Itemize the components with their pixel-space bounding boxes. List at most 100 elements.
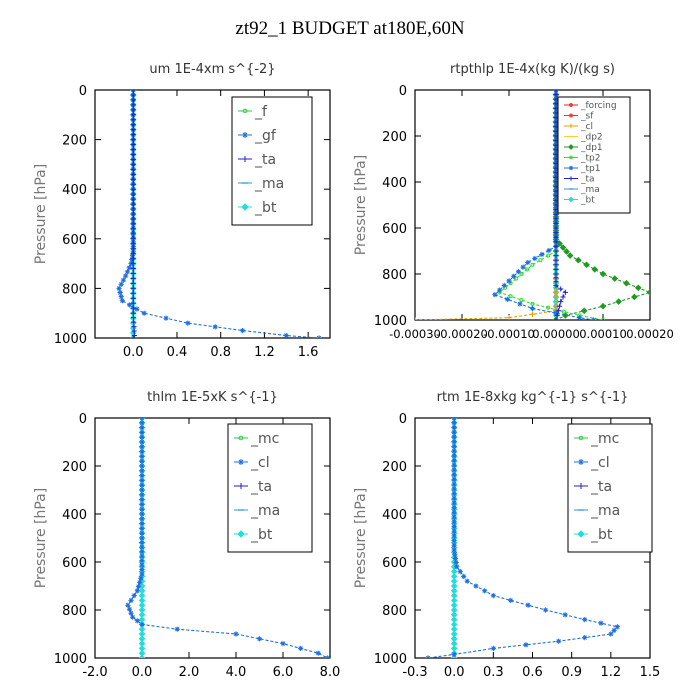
data-point-ta: [130, 310, 136, 316]
y-tick-label: 0: [399, 412, 407, 427]
legend-marker-tp2: [569, 155, 573, 160]
data-point-tp1: [497, 287, 503, 293]
series-layer: [125, 418, 330, 658]
data-point-ta: [130, 102, 136, 108]
data-point-ta: [130, 171, 136, 177]
data-point-ta: [130, 137, 136, 143]
x-tick-label: -0.3: [402, 665, 427, 680]
legend-label-dp2: _dp2: [580, 133, 603, 143]
data-point-cl: [139, 530, 145, 536]
data-point-cl: [451, 471, 457, 478]
data-point-ta: [130, 256, 136, 262]
data-point-dp1: [591, 266, 599, 273]
data-point-cl: [256, 636, 263, 642]
chart-title: rtm 1E-8xkg kg^{-1} s^{-1}: [437, 390, 629, 405]
data-point-cl: [139, 458, 145, 464]
data-point-cl: [325, 655, 330, 658]
data-point-ta: [130, 206, 136, 212]
data-point-tp1: [515, 269, 521, 275]
y-tick-label: 400: [62, 183, 87, 198]
data-point-ta: [130, 295, 136, 301]
x-tick-label: 6.0: [273, 665, 294, 680]
data-point-gf: [120, 277, 127, 283]
y-tick-label: 1000: [374, 652, 407, 667]
data-point-dp1: [611, 275, 619, 282]
plot-frame: [94, 89, 331, 339]
legend-label-ma: _ma: [590, 503, 620, 519]
data-point-ta: [130, 97, 136, 103]
data-point-cl: [452, 551, 458, 557]
data-point-ta: [553, 216, 559, 222]
data-point-gf: [118, 294, 124, 300]
legend-label-ta: _ta: [254, 152, 276, 168]
data-point-cl: [451, 519, 457, 525]
data-point-gf: [123, 273, 129, 279]
data-point-cl: [139, 434, 145, 440]
data-point-ta: [130, 231, 136, 237]
data-point-cl: [553, 294, 559, 300]
legend-marker-bt: [568, 196, 574, 203]
data-point-cl: [451, 533, 457, 539]
data-point-cl: [139, 468, 145, 474]
data-point-ta: [130, 201, 136, 207]
data-point-ta: [130, 132, 136, 138]
data-point-gf: [127, 302, 133, 308]
data-point-cl: [131, 593, 137, 599]
y-tick-label: 1000: [54, 652, 87, 667]
data-point-dp1: [559, 244, 567, 251]
data-point-cl: [425, 655, 431, 658]
data-point-dp1: [599, 270, 607, 278]
data-point-cl: [529, 311, 536, 317]
legend-label-dp1: _dp1: [580, 143, 603, 153]
data-point-ta: [130, 265, 136, 272]
y-tick-label: 800: [382, 604, 407, 619]
data-point-cl: [139, 418, 145, 421]
data-point-ta: [130, 216, 136, 222]
data-point-ta: [130, 335, 136, 338]
data-point-ta: [130, 191, 136, 197]
legend-marker-ta: [568, 176, 574, 181]
data-point-tp1: [511, 273, 517, 279]
data-point-cl: [508, 597, 514, 603]
data-point-cl: [139, 557, 145, 564]
y-tick-label: 800: [382, 268, 407, 283]
data-point-cl: [451, 514, 457, 520]
data-point-tp2: [508, 294, 513, 299]
data-point-cl: [139, 621, 145, 627]
data-point-gf: [117, 289, 123, 296]
legend-label-ta: _ta: [250, 479, 272, 495]
legend-marker-dp1: [568, 144, 574, 150]
data-point-cl: [451, 651, 457, 657]
y-tick-label: 800: [62, 604, 87, 619]
y-tick-label: 800: [62, 282, 87, 297]
legend: _mc _cl _ta _ma _bt: [227, 423, 313, 553]
data-point-ta: [130, 241, 136, 247]
data-point-tp1: [539, 251, 545, 258]
data-point-ta: [130, 181, 136, 187]
data-point-cl: [139, 516, 145, 522]
data-point-cl: [451, 420, 457, 426]
y-tick-label: 400: [382, 176, 407, 191]
data-point-cl: [451, 542, 457, 548]
data-point-cl: [128, 610, 134, 616]
series-layer: [425, 418, 620, 658]
data-point-ta: [131, 328, 137, 334]
data-point-ta: [131, 319, 137, 325]
data-point-cl: [451, 438, 457, 445]
y-tick-label: 600: [382, 556, 407, 571]
data-point-cl: [233, 631, 239, 637]
data-point-ta: [130, 226, 136, 232]
data-point-ta: [130, 151, 136, 158]
data-point-cl: [415, 317, 418, 320]
data-point-tp1: [525, 259, 531, 266]
data-point-ta: [553, 225, 559, 231]
y-axis-label: Pressure [hPa]: [353, 155, 369, 255]
y-tick-label: 600: [62, 556, 87, 571]
data-point-bt: [138, 654, 146, 658]
data-point-tp1: [553, 310, 559, 316]
data-point-cl: [553, 299, 559, 305]
legend-marker-mc: [238, 435, 244, 441]
legend-marker-tp1: [568, 165, 574, 171]
legend-marker-forcing: [569, 103, 573, 107]
data-point-ta: [130, 305, 136, 311]
